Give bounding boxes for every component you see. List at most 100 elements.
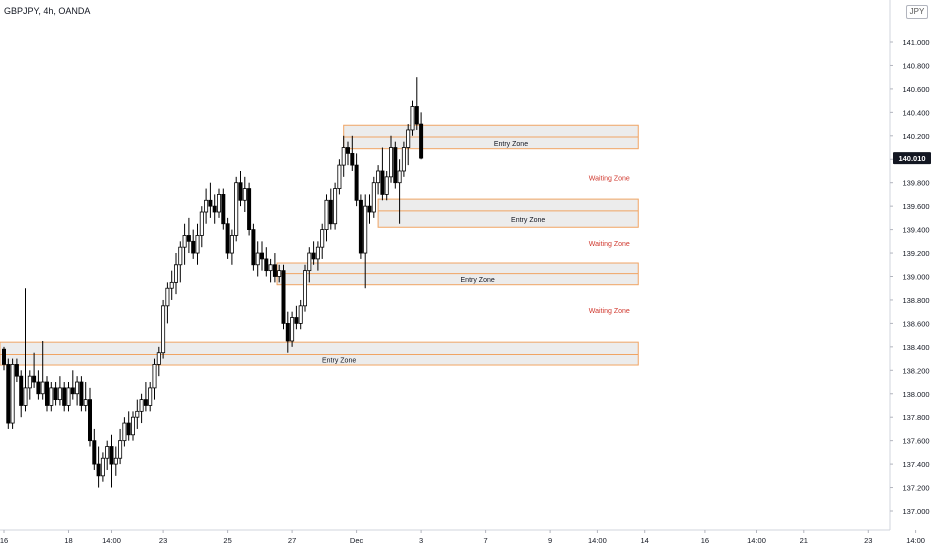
candle-body — [281, 270, 286, 324]
candle-body — [315, 246, 320, 260]
time-tick-label: Dec — [350, 536, 364, 545]
price-tick-label: 140.200 — [902, 132, 929, 141]
price-tick-label: 138.400 — [902, 343, 929, 352]
candle-body — [130, 416, 135, 436]
candle-body — [53, 387, 58, 401]
candle-body — [414, 106, 419, 125]
candle-body — [45, 381, 50, 406]
candle-body — [268, 264, 273, 272]
candle-body — [345, 147, 350, 154]
candle-body — [156, 352, 161, 365]
candle-body — [285, 322, 290, 342]
candle-body — [83, 399, 88, 406]
candle-body — [126, 422, 131, 436]
symbol-title: GBPJPY, 4h, OANDA — [4, 6, 91, 16]
candle-body — [363, 205, 368, 254]
candle-body — [337, 164, 342, 189]
candle-body — [380, 170, 385, 195]
candle-body — [191, 240, 196, 254]
candle-body — [393, 147, 398, 184]
candle-body — [290, 317, 295, 342]
candle-body — [221, 194, 226, 225]
time-tick-label: 25 — [223, 536, 231, 545]
candle-body — [212, 205, 217, 213]
candle-body — [92, 440, 97, 465]
candle-body — [10, 364, 15, 424]
candle-body — [79, 381, 84, 406]
entry-zone-label: Entry Zone — [511, 217, 545, 224]
time-tick-label: 21 — [800, 536, 808, 545]
price-tick-label: 139.200 — [902, 249, 929, 258]
candle-body — [341, 147, 346, 166]
candle-body — [113, 457, 118, 465]
price-tick-label: 140.800 — [902, 61, 929, 70]
price-tick-label: 138.800 — [902, 296, 929, 305]
candle-body — [32, 375, 37, 383]
time-tick-label: 27 — [288, 536, 296, 545]
candle-body — [62, 387, 67, 406]
candle-body — [143, 399, 148, 406]
candle-body — [247, 188, 252, 230]
waiting-zone-label: Waiting Zone — [589, 175, 630, 182]
candle-body — [251, 229, 256, 266]
price-tick-label: 137.000 — [902, 507, 929, 516]
time-tick-label: 16 — [0, 536, 8, 545]
candle-body — [384, 176, 389, 195]
candle-body — [135, 410, 140, 418]
candle-body — [105, 446, 110, 459]
candle-body — [2, 348, 7, 365]
candle-body — [19, 375, 24, 406]
candle-body — [272, 264, 277, 277]
price-tick-label: 140.400 — [902, 108, 929, 117]
candle-body — [401, 147, 406, 172]
price-tick-label: 138.600 — [902, 319, 929, 328]
candle-body — [371, 182, 376, 213]
time-tick-label: 14:00 — [747, 536, 766, 545]
candle-body — [406, 129, 411, 148]
candle-body — [182, 235, 187, 248]
candle-body — [70, 387, 75, 395]
candle-body — [397, 170, 402, 184]
time-tick-label: 7 — [484, 536, 488, 545]
candle-body — [225, 223, 230, 254]
candle-body — [298, 305, 303, 324]
candle-body — [311, 252, 316, 260]
candle-body — [57, 387, 62, 401]
candle-body — [186, 235, 191, 242]
waiting-zone-label: Waiting Zone — [589, 308, 630, 315]
price-tick-label: 138.200 — [902, 366, 929, 375]
candle-body — [122, 422, 127, 442]
candle-body — [195, 235, 200, 254]
candle-body — [139, 399, 144, 412]
candle-body — [320, 229, 325, 248]
candle-body — [216, 194, 221, 213]
candle-body — [109, 446, 114, 465]
candle-body — [376, 170, 381, 184]
candle-body — [238, 182, 243, 201]
candle-body — [23, 387, 28, 406]
candle-body — [178, 246, 183, 266]
candle-body — [229, 235, 234, 254]
price-tick-label: 140.600 — [902, 85, 929, 94]
price-tick-label: 139.000 — [902, 273, 929, 282]
currency-badge[interactable]: JPY — [906, 5, 928, 19]
price-tick-label: 139.600 — [902, 202, 929, 211]
price-tick-label: 139.400 — [902, 226, 929, 235]
candle-body — [6, 364, 11, 424]
candle-body — [118, 440, 123, 459]
entry-zone-label: Entry Zone — [461, 277, 495, 284]
candle-body — [14, 364, 19, 377]
time-tick-label: 3 — [419, 536, 423, 545]
candle-body — [173, 264, 178, 283]
price-tick-label: 139.800 — [902, 179, 929, 188]
last-price-tag — [893, 152, 931, 165]
last-price-label: 140.010 — [898, 154, 925, 163]
entry-zone-label: Entry Zone — [322, 358, 356, 365]
candle-body — [294, 317, 299, 324]
candle-body — [161, 305, 166, 354]
candle-body — [75, 381, 80, 395]
price-tick-label: 137.200 — [902, 484, 929, 493]
candle-body — [208, 199, 213, 207]
